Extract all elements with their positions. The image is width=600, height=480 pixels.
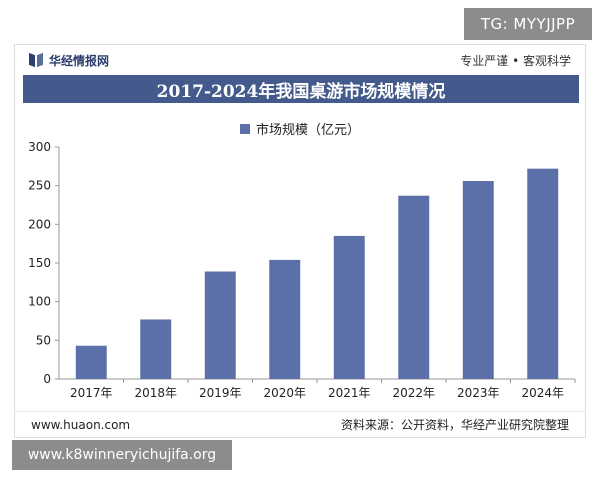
chart-title: 2017-2024年我国桌游市场规模情况	[23, 75, 579, 103]
y-tick-label: 0	[43, 372, 51, 386]
telegram-handle-tag: TG: MYYJJPP	[464, 8, 592, 40]
website-url-tag: www.k8winneryichujifa.org	[12, 440, 232, 470]
bar	[204, 271, 236, 379]
x-tick-label: 2019年	[199, 386, 242, 400]
y-tick-label: 100	[28, 295, 51, 309]
x-tick-label: 2023年	[457, 386, 500, 400]
y-tick-label: 300	[28, 140, 51, 154]
x-tick-label: 2018年	[134, 386, 177, 400]
bar	[398, 195, 430, 379]
bar	[462, 181, 494, 379]
x-tick-label: 2021年	[328, 386, 371, 400]
brand: 华经情报网	[29, 52, 109, 69]
footer-website: www.huaon.com	[31, 417, 131, 432]
chart-card: 华经情报网 专业严谨 • 客观科学 2017-2024年我国桌游市场规模情况 市…	[14, 44, 586, 438]
chart-legend: 市场规模（亿元）	[15, 119, 585, 138]
bar	[527, 168, 559, 379]
footer-source: 资料来源：公开资料，华经产业研究院整理	[340, 418, 569, 432]
x-tick-label: 2020年	[263, 386, 306, 400]
bar	[140, 319, 172, 379]
x-tick-label: 2017年	[70, 386, 113, 400]
bar	[269, 259, 301, 379]
y-tick-label: 250	[28, 179, 51, 193]
y-tick-label: 200	[28, 217, 51, 231]
brand-bar: 华经情报网 专业严谨 • 客观科学	[15, 45, 585, 75]
bar	[75, 345, 107, 379]
brand-name: 华经情报网	[49, 53, 110, 68]
x-tick-label: 2022年	[392, 386, 435, 400]
y-tick-label: 50	[36, 333, 51, 347]
x-tick-label: 2024年	[521, 386, 564, 400]
legend-label: 市场规模（亿元）	[255, 123, 360, 138]
y-tick-label: 150	[28, 256, 51, 270]
bar-chart: 0 50 100 150 200 250 300 2017年 2018年 2019年 2020年 20…	[28, 140, 576, 400]
bar	[333, 235, 365, 379]
legend-swatch	[239, 123, 250, 134]
footer: www.huaon.com 资料来源：公开资料，华经产业研究院整理	[15, 411, 585, 437]
brand-slogan: 专业严谨 • 客观科学	[460, 53, 571, 68]
